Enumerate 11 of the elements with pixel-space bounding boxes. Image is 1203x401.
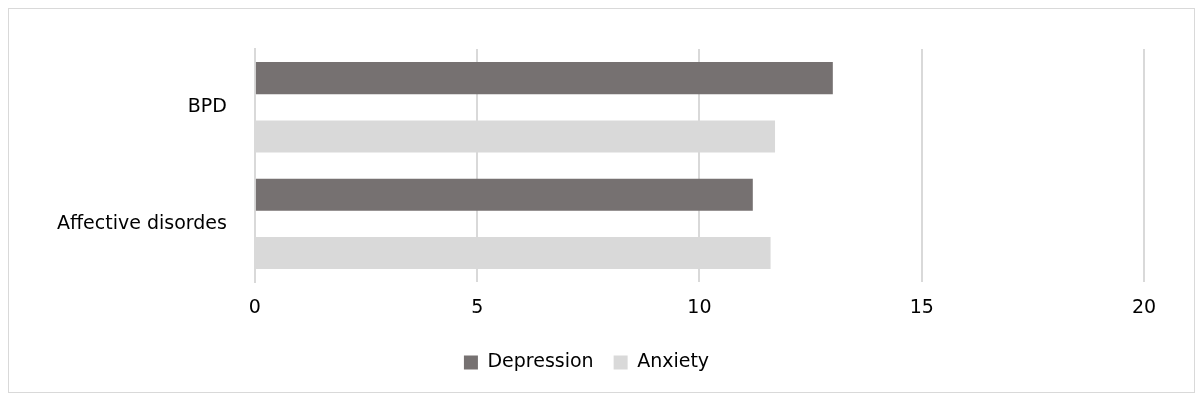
bar — [255, 178, 753, 211]
legend-label: Depression — [487, 349, 594, 372]
legend-label: Anxiety — [637, 349, 710, 372]
x-tick-label: 0 — [248, 294, 261, 317]
y-tick-label: Affective disordes — [56, 210, 227, 233]
x-tick-label: 5 — [471, 294, 484, 317]
bar — [255, 62, 833, 95]
y-tick-label: BPD — [187, 94, 227, 117]
x-tick-label: 15 — [909, 294, 934, 317]
x-tick-label: 10 — [687, 294, 712, 317]
x-tick-label: 20 — [1131, 294, 1157, 317]
